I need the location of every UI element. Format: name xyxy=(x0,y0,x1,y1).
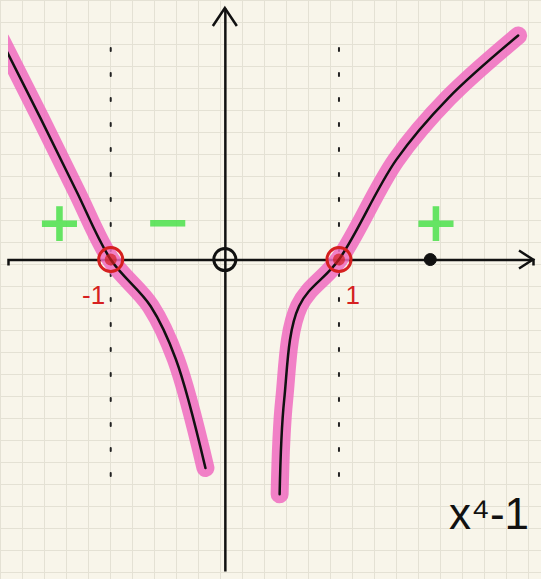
point-series xyxy=(214,249,236,271)
x-axis-arrow xyxy=(519,251,533,269)
point-series xyxy=(99,248,351,272)
curve xyxy=(8,36,518,495)
y-axis xyxy=(225,9,226,572)
y-axis-arrow xyxy=(213,8,237,26)
x-axis-line xyxy=(9,260,534,266)
point xyxy=(99,248,123,272)
sign-annotations: +−+ xyxy=(36,189,460,254)
title: x⁴-1 xyxy=(449,489,529,538)
chart: -11+−+x⁴-1 xyxy=(0,0,541,579)
point xyxy=(424,254,436,266)
point xyxy=(327,248,351,272)
sign-label: + xyxy=(36,189,83,254)
point-core xyxy=(105,254,117,266)
point-series xyxy=(424,254,436,266)
curve-highlight xyxy=(8,36,518,495)
x-tick-label: -1 xyxy=(82,280,105,310)
y-axis-line xyxy=(224,9,227,572)
point-core xyxy=(333,254,345,266)
plot-area xyxy=(8,36,518,495)
x-tick-label: 1 xyxy=(345,280,359,310)
sign-label: + xyxy=(413,189,460,254)
x-axis: -1 1 xyxy=(9,260,534,310)
sign-label: − xyxy=(144,189,191,254)
point xyxy=(214,249,236,271)
